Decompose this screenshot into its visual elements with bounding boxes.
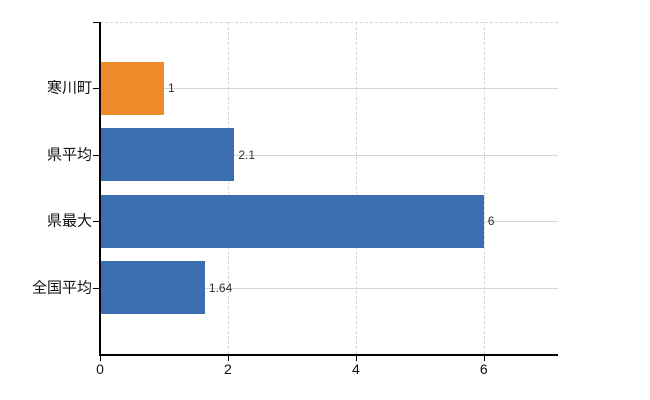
y-axis-tick xyxy=(93,88,99,90)
v-gridline xyxy=(355,22,357,354)
bar xyxy=(101,261,205,315)
h-gridline xyxy=(100,154,558,156)
x-axis-tick xyxy=(483,356,485,361)
v-gridline xyxy=(483,22,485,354)
y-axis-top-tick xyxy=(93,22,99,23)
bar-value-label: 1 xyxy=(167,81,175,96)
h-gridline xyxy=(100,287,558,289)
h-gridline xyxy=(100,88,558,90)
bar xyxy=(101,61,164,115)
y-axis-tick xyxy=(93,154,99,156)
bar xyxy=(101,194,484,248)
x-tick-label: 0 xyxy=(96,361,104,377)
category-label: 県最大 xyxy=(46,212,92,230)
bar xyxy=(101,128,235,182)
x-tick-label: 2 xyxy=(224,361,232,377)
bar-value-label: 2.1 xyxy=(238,147,256,162)
y-axis-tick xyxy=(93,221,99,223)
x-tick-label: 4 xyxy=(351,361,360,377)
v-gridline xyxy=(227,22,229,354)
category-label: 寒川町 xyxy=(46,79,92,97)
y-axis xyxy=(99,22,101,356)
plot-top-gridline xyxy=(100,22,558,23)
x-axis-tick xyxy=(355,356,357,361)
x-axis-tick xyxy=(100,356,101,361)
category-label: 県平均 xyxy=(46,146,92,164)
x-tick-label: 6 xyxy=(479,361,488,377)
x-axis-tick xyxy=(227,356,229,361)
bar-value-label: 6 xyxy=(487,214,495,229)
y-axis-tick xyxy=(93,287,99,289)
x-axis xyxy=(99,354,558,356)
category-label: 全国平均 xyxy=(31,279,92,297)
bar-value-label: 1.64 xyxy=(208,280,233,295)
